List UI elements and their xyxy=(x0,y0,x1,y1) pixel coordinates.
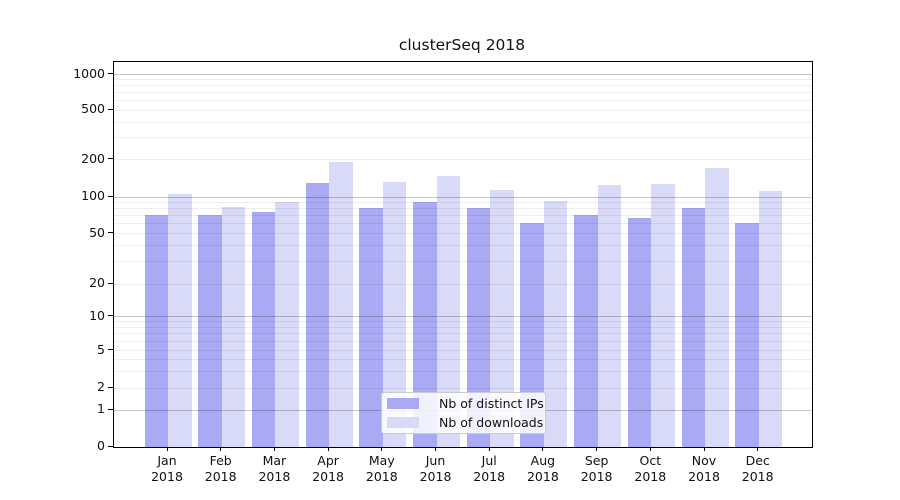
y-tick-label: 500 xyxy=(81,101,105,116)
minor-gridline xyxy=(114,137,812,139)
x-tick-label: Jan 2018 xyxy=(151,453,183,484)
x-tick-label: Jun 2018 xyxy=(419,453,452,484)
x-tick-mark xyxy=(166,447,168,451)
y-tick-mark xyxy=(108,408,113,410)
x-tick-mark xyxy=(220,447,222,451)
legend-swatch-distinct-ips-icon xyxy=(387,397,419,409)
x-tick-label: Apr 2018 xyxy=(312,453,344,484)
y-tick-mark xyxy=(108,315,113,316)
y-tick-mark xyxy=(108,108,113,110)
x-tick-mark xyxy=(542,447,544,451)
x-tick-label: Dec 2018 xyxy=(741,453,774,484)
legend: Nb of distinct IPs Nb of downloads xyxy=(381,392,546,434)
bar-distinct-ips xyxy=(251,212,276,447)
y-tick-mark xyxy=(108,349,113,350)
bar-downloads xyxy=(168,193,192,447)
y-tick-label: 20 xyxy=(89,275,105,290)
bar-distinct-ips xyxy=(735,223,759,447)
bar-distinct-ips xyxy=(413,202,437,447)
bar-downloads xyxy=(275,202,299,447)
bar-distinct-ips xyxy=(574,214,598,447)
bar-downloads xyxy=(651,184,675,447)
bar-downloads xyxy=(436,176,460,447)
plot-area: Nb of distinct IPs Nb of downloads xyxy=(113,61,813,448)
legend-swatch-downloads-icon xyxy=(387,416,419,428)
x-tick-label: Aug 2018 xyxy=(526,453,559,484)
bar-downloads xyxy=(221,207,246,447)
y-tick-label: 200 xyxy=(81,150,105,166)
y-tick-label: 5 xyxy=(97,341,105,357)
bar-downloads xyxy=(382,181,407,447)
minor-gridline xyxy=(114,85,812,87)
minor-gridline xyxy=(114,79,812,81)
x-tick-mark xyxy=(757,447,759,451)
bar-distinct-ips xyxy=(144,215,168,447)
bar-downloads xyxy=(705,168,729,447)
y-tick-mark xyxy=(108,386,113,388)
chart-title: clusterSeq 2018 xyxy=(398,36,526,54)
y-tick-label: 10 xyxy=(89,307,105,323)
bar-downloads xyxy=(543,200,568,447)
x-tick-mark xyxy=(649,447,651,451)
bar-distinct-ips xyxy=(627,218,652,447)
y-tick-label: 1 xyxy=(97,401,105,416)
bar-distinct-ips xyxy=(198,215,222,447)
bar-downloads xyxy=(758,191,783,447)
y-tick-label: 1000 xyxy=(73,65,105,81)
legend-label-downloads: Nb of downloads xyxy=(439,414,544,430)
x-tick-label: Sep 2018 xyxy=(580,453,613,484)
minor-gridline xyxy=(114,159,812,160)
y-tick-label: 0 xyxy=(97,438,105,453)
legend-entry-distinct-ips: Nb of distinct IPs xyxy=(387,396,544,411)
major-gridline xyxy=(114,74,812,75)
bar-downloads xyxy=(490,189,514,447)
y-tick-label: 2 xyxy=(97,379,105,394)
legend-label-distinct-ips: Nb of distinct IPs xyxy=(439,395,544,411)
bar-distinct-ips xyxy=(305,183,330,447)
minor-gridline xyxy=(114,121,812,123)
minor-gridline xyxy=(114,92,812,94)
x-tick-label: Oct 2018 xyxy=(634,453,667,484)
minor-gridline xyxy=(114,100,812,102)
x-tick-label: Jul 2018 xyxy=(473,453,506,484)
y-tick-label: 100 xyxy=(81,188,105,204)
bar-distinct-ips xyxy=(359,207,383,447)
bar-downloads xyxy=(329,161,353,447)
x-tick-mark xyxy=(703,447,705,451)
bar-distinct-ips xyxy=(681,208,705,447)
bar-distinct-ips xyxy=(466,208,491,447)
x-tick-label: Feb 2018 xyxy=(204,453,237,484)
y-tick-mark xyxy=(108,232,113,233)
y-tick-mark xyxy=(108,445,113,447)
y-tick-mark xyxy=(108,73,113,74)
y-tick-mark xyxy=(108,195,113,197)
x-tick-label: Mar 2018 xyxy=(258,453,291,484)
x-tick-label: May 2018 xyxy=(365,453,398,484)
x-tick-mark xyxy=(327,447,329,451)
x-tick-mark xyxy=(488,447,490,451)
bar-distinct-ips xyxy=(520,223,544,447)
x-tick-mark xyxy=(435,447,436,451)
y-tick-mark xyxy=(108,158,113,159)
y-tick-label: 50 xyxy=(89,224,105,240)
x-tick-mark xyxy=(273,447,275,451)
legend-entry-downloads: Nb of downloads xyxy=(387,415,543,430)
y-tick-mark xyxy=(108,282,113,284)
x-tick-mark xyxy=(596,447,598,451)
minor-gridline xyxy=(114,109,812,111)
bar-downloads xyxy=(597,185,622,447)
x-tick-mark xyxy=(381,447,383,451)
x-tick-label: Nov 2018 xyxy=(688,453,720,484)
